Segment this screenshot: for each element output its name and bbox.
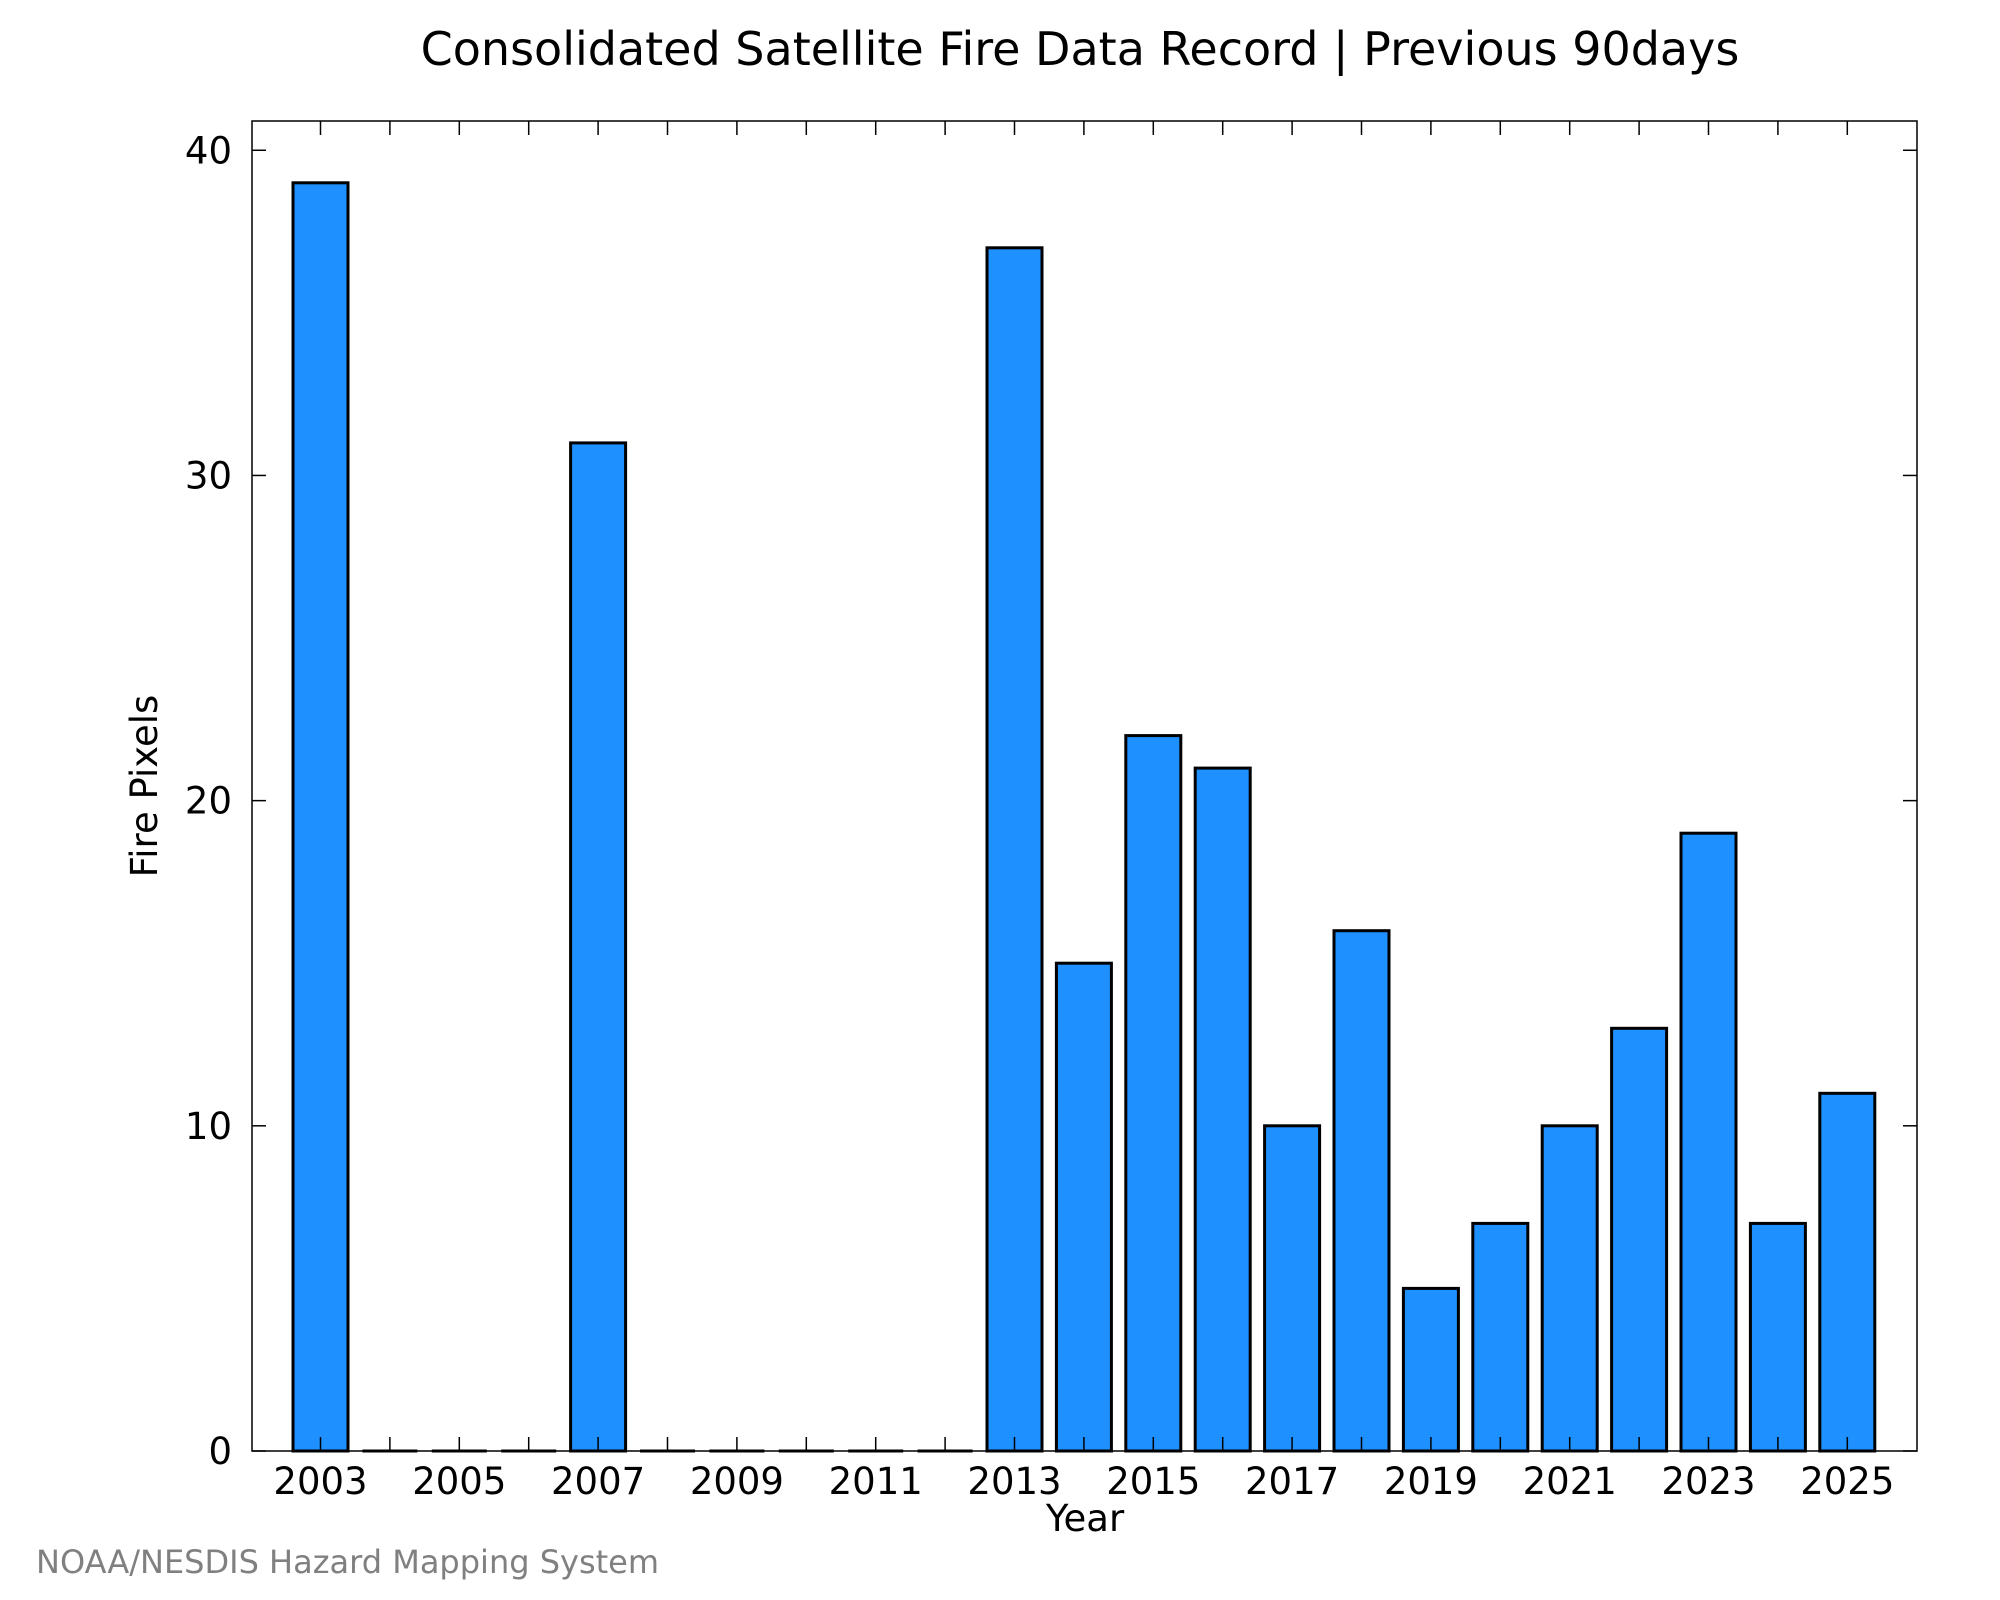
- x-tick-label-2017: 2017: [1245, 1460, 1339, 1503]
- x-tick-label-2003: 2003: [273, 1460, 367, 1503]
- x-tick-label-2025: 2025: [1800, 1460, 1894, 1503]
- x-tick-label-2005: 2005: [412, 1460, 506, 1503]
- bar-2016: [1193, 766, 1252, 1453]
- y-tick-label: 40: [185, 129, 232, 172]
- y-tick-label: 0: [208, 1430, 232, 1473]
- bar-2014: [1054, 961, 1113, 1453]
- x-axis-label: Year: [1045, 1497, 1125, 1540]
- bar-2013: [985, 246, 1044, 1453]
- x-tick-label-2013: 2013: [967, 1460, 1061, 1503]
- bar-2020: [1471, 1221, 1530, 1453]
- bar-2017: [1263, 1124, 1322, 1453]
- bars-group: [291, 181, 1877, 1453]
- bar-2018: [1332, 929, 1391, 1453]
- x-tick-label-2021: 2021: [1523, 1460, 1617, 1503]
- chart-title: Consolidated Satellite Fire Data Record …: [421, 22, 1740, 77]
- x-tick-label-2009: 2009: [690, 1460, 784, 1503]
- bar-2015: [1124, 734, 1183, 1453]
- x-axis-ticks: 2003 2005 2007 2009 2011 2013 2015 2017 2019 2021…: [273, 121, 1894, 1503]
- x-tick-label-2019: 2019: [1384, 1460, 1478, 1503]
- y-axis-label: Fire Pixels: [123, 695, 166, 878]
- y-tick-label: 10: [185, 1105, 232, 1148]
- bar-2003: [291, 181, 350, 1453]
- bar-2024: [1748, 1221, 1807, 1453]
- x-tick-label-2007: 2007: [551, 1460, 645, 1503]
- bar-2025: [1818, 1091, 1877, 1453]
- y-tick-label: 20: [185, 780, 232, 823]
- y-axis-ticks: 0 10 20 30 40: [185, 129, 1917, 1473]
- x-tick-label-2023: 2023: [1661, 1460, 1755, 1503]
- y-tick-label: 30: [185, 454, 232, 497]
- bar-2023: [1679, 831, 1738, 1453]
- bar-2007: [569, 441, 628, 1453]
- bar-2019: [1401, 1286, 1460, 1453]
- bar-2021: [1540, 1124, 1599, 1453]
- x-tick-label-2015: 2015: [1106, 1460, 1200, 1503]
- bar-2022: [1610, 1026, 1669, 1453]
- x-tick-label-2011: 2011: [829, 1460, 923, 1503]
- credit-text: NOAA/NESDIS Hazard Mapping System: [36, 1543, 659, 1581]
